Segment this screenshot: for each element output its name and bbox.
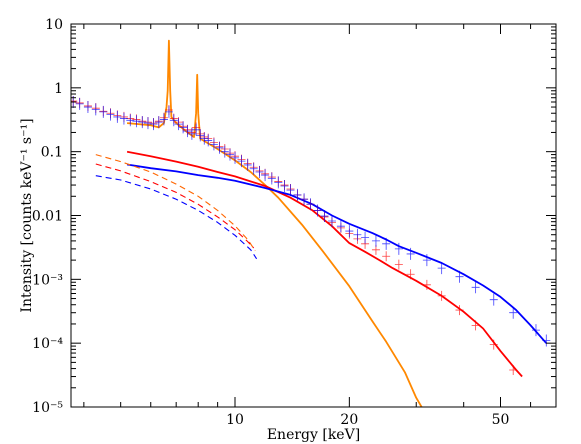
data-point-7-11: [143, 117, 152, 130]
data-point-7-21: [192, 123, 201, 136]
data-point-7-9: [132, 115, 141, 128]
data-point-7-4: [99, 105, 108, 118]
data-point-7-45: [336, 220, 345, 233]
data-point-7-37: [280, 179, 289, 192]
model-line-0: [127, 39, 423, 407]
model-component-line-4: [95, 163, 255, 249]
data-point-7-27: [220, 145, 229, 158]
data-point-7-20: [187, 127, 196, 140]
data-point-7-56: [471, 281, 480, 294]
data-point-7-32: [249, 162, 258, 175]
data-point-7-5: [106, 108, 115, 121]
data-point-7-31: [243, 158, 252, 171]
y-tick-label-2: 0.1: [41, 145, 63, 161]
data-point-7-33: [255, 166, 264, 179]
data-point-7-2: [83, 101, 92, 114]
y-tick-label-0: 10: [45, 17, 63, 33]
data-point-7-46: [345, 225, 354, 238]
data-point-7-28: [225, 148, 234, 161]
x-axis-title: Energy [keV]: [267, 427, 360, 443]
y-tick-label-6: 10⁻⁵: [32, 400, 63, 416]
data-point-7-34: [261, 169, 270, 182]
data-point-7-48: [361, 231, 370, 244]
data-point-7-55: [455, 270, 464, 283]
data-point-7-47: [353, 228, 362, 241]
data-point-7-30: [237, 155, 246, 168]
data-point-7-36: [274, 176, 283, 189]
data-point-7-8: [126, 114, 135, 127]
model-line-1: [126, 150, 523, 378]
data-point-6-50: [382, 251, 391, 262]
data-point-7-17: [174, 118, 183, 131]
model-component-line-5: [95, 175, 258, 260]
y-tick-label-4: 10⁻³: [32, 272, 63, 288]
data-point-7-1: [75, 97, 84, 110]
data-point-7-12: [149, 118, 158, 131]
data-point-7-50: [382, 237, 391, 250]
data-point-7-15: [164, 105, 173, 118]
data-point-7-35: [267, 172, 276, 185]
data-point-6-58: [509, 364, 518, 375]
data-point-7-16: [169, 114, 178, 127]
data-point-6-52: [406, 269, 415, 280]
data-point-7-40: [300, 193, 309, 206]
data-point-6-57: [489, 339, 498, 350]
data-point-7-19: [183, 125, 192, 138]
data-point-7-26: [215, 141, 224, 154]
data-point-7-51: [394, 242, 403, 255]
data-point-7-39: [293, 188, 302, 201]
y-tick-label-3: 0.01: [32, 209, 63, 225]
y-axis-title: Intensity [counts keV⁻¹ s⁻¹]: [19, 118, 35, 312]
data-point-7-43: [320, 210, 329, 223]
data-point-7-7: [119, 112, 128, 125]
data-point-7-29: [231, 151, 240, 164]
data-point-7-41: [306, 198, 315, 211]
model-component-line-3: [95, 154, 256, 252]
data-point-7-22: [196, 129, 205, 142]
data-point-7-3: [91, 103, 100, 116]
data-point-7-54: [437, 262, 446, 275]
data-point-7-57: [489, 293, 498, 306]
x-tick-label-1: 20: [340, 412, 358, 428]
data-point-7-59: [531, 324, 540, 337]
data-point-7-10: [138, 116, 147, 129]
data-point-7-58: [509, 306, 518, 319]
model-line-2: [126, 163, 547, 344]
data-point-7-52: [406, 247, 415, 260]
x-tick-label-2: 50: [492, 412, 510, 428]
x-tick-label-0: 10: [226, 412, 244, 428]
data-point-7-23: [200, 132, 209, 145]
data-point-7-14: [159, 113, 168, 126]
data-point-7-49: [371, 234, 380, 247]
data-point-7-24: [204, 134, 213, 147]
data-point-6-53: [422, 279, 431, 290]
data-point-7-6: [113, 110, 122, 123]
data-point-7-60: [542, 334, 551, 347]
data-point-7-25: [209, 138, 218, 151]
data-point-7-13: [154, 116, 163, 129]
y-tick-label-5: 10⁻⁴: [32, 336, 63, 352]
data-point-6-55: [455, 305, 464, 316]
data-point-6-51: [394, 259, 403, 270]
data-point-6-54: [437, 290, 446, 301]
data-point-7-18: [179, 121, 188, 134]
y-tick-label-1: 1: [54, 81, 63, 97]
data-point-6-56: [471, 320, 480, 331]
data-point-7-42: [313, 204, 322, 217]
data-point-7-44: [327, 215, 336, 228]
data-point-7-53: [422, 254, 431, 267]
axes-layer: 10 20 50 10 1 0.1 0.01 10⁻³ 10⁻⁴ 10⁻⁵: [32, 17, 557, 428]
data-point-7-38: [286, 184, 295, 197]
